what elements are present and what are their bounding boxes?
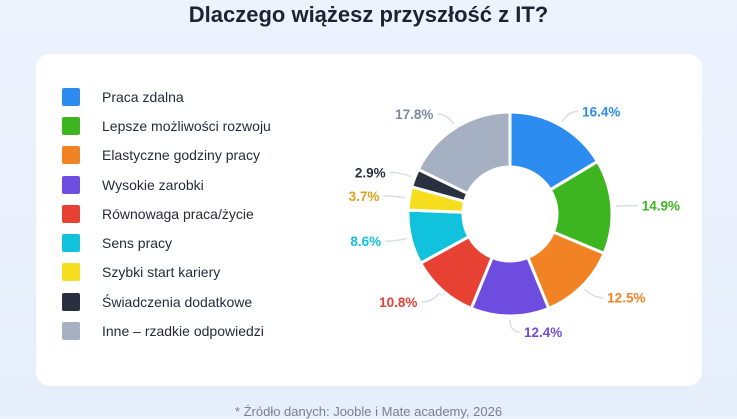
data-label: 8.6% bbox=[350, 234, 381, 249]
data-label: 3.7% bbox=[349, 189, 380, 204]
data-label: 12.4% bbox=[524, 325, 562, 340]
leader-line bbox=[616, 205, 638, 206]
data-label: 2.9% bbox=[355, 165, 386, 180]
data-label: 10.8% bbox=[379, 295, 417, 310]
data-label: 17.8% bbox=[395, 107, 433, 122]
leader-line bbox=[385, 238, 407, 241]
leader-line bbox=[383, 196, 405, 198]
leader-line bbox=[562, 111, 578, 121]
data-label: 14.9% bbox=[642, 198, 680, 213]
source-footnote: * Źródło danych: Jooble i Mate academy, … bbox=[0, 404, 737, 419]
donut-slices bbox=[408, 112, 612, 316]
leader-line bbox=[585, 289, 603, 298]
leader-line bbox=[421, 293, 439, 302]
data-label: 16.4% bbox=[582, 104, 620, 119]
leader-line bbox=[510, 320, 520, 332]
data-label: 12.5% bbox=[607, 291, 645, 306]
leader-line bbox=[390, 172, 411, 176]
leader-line bbox=[437, 114, 453, 124]
